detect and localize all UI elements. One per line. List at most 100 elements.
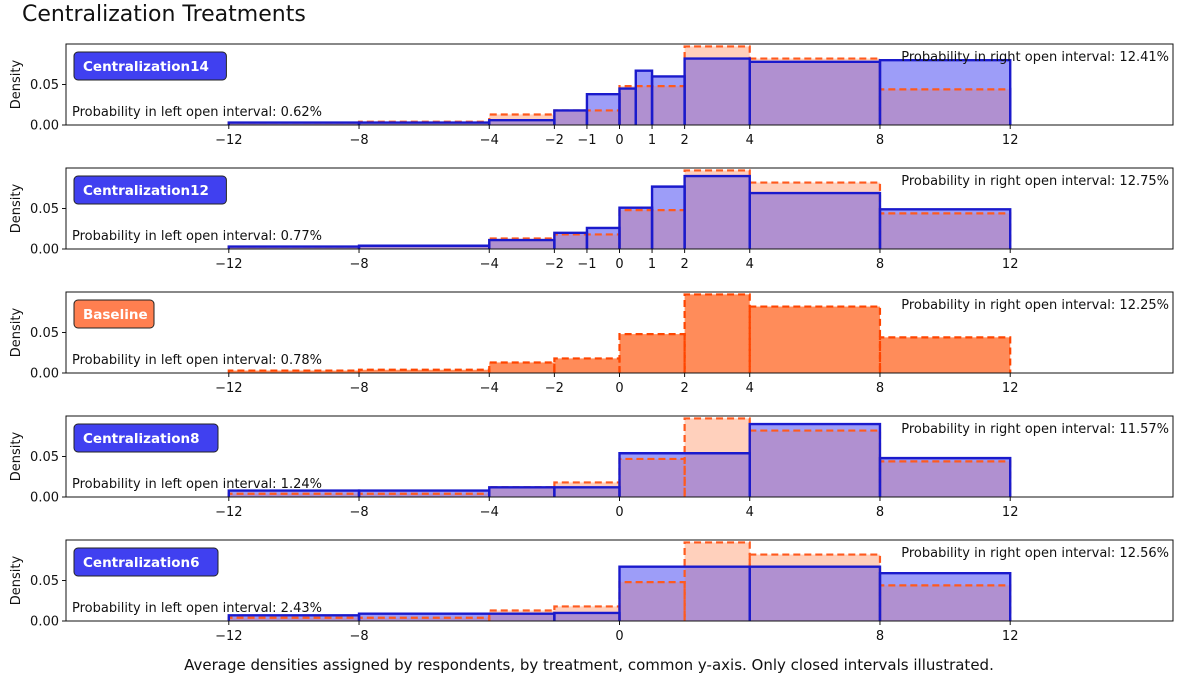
treatment-outline [878, 572, 1012, 621]
overlap-region [359, 122, 490, 125]
right-open-interval-label: Probability in right open interval: 12.2… [901, 298, 1169, 313]
treatment-badge-label: Baseline [83, 307, 148, 323]
overlap-region [879, 89, 1011, 125]
y-tick-label: 0.05 [30, 574, 59, 589]
treatment-outline [878, 456, 1012, 497]
y-tick-label: 0.00 [30, 119, 59, 134]
overlap-region [554, 234, 587, 249]
baseline-bar [359, 369, 490, 373]
overlap-region [359, 245, 490, 249]
x-tick-label: 2 [680, 257, 688, 272]
right-open-interval-label: Probability in right open interval: 12.5… [901, 546, 1169, 561]
overlap-region [228, 122, 360, 125]
overlap-region [619, 88, 636, 125]
overlap-region [359, 493, 490, 497]
overlap-region [749, 566, 880, 621]
x-tick-label: −8 [349, 629, 368, 644]
overlap-region [586, 110, 620, 125]
left-open-interval-label: Probability in left open interval: 0.77% [72, 229, 322, 244]
chart-title: Centralization Treatments [22, 2, 306, 27]
overlap-region [749, 430, 880, 497]
y-tick-label: 0.00 [30, 243, 59, 258]
overlap-region [554, 110, 587, 125]
overlap-region [635, 86, 653, 125]
overlap-region [489, 120, 555, 125]
x-tick-label: −12 [215, 133, 242, 148]
treatment-badge [73, 51, 227, 81]
baseline-outline [878, 336, 1012, 373]
treatment-badge-label: Centralization8 [83, 431, 199, 447]
x-tick-label: −1 [577, 257, 596, 272]
x-tick-label: 8 [876, 133, 884, 148]
treatment-badge-label: Centralization12 [83, 183, 209, 199]
overlap-region [652, 86, 685, 125]
baseline-outline [618, 581, 686, 621]
overlap-region [228, 617, 360, 621]
overlap-region [684, 453, 750, 497]
baseline-outline [553, 605, 621, 621]
x-tick-label: 12 [1002, 505, 1019, 520]
x-tick-label: −12 [215, 505, 242, 520]
panel-baseline: Density 0.00 0.05 −12 −8 −4 −2 0 2 4 8 12 Baseline Pr… [9, 291, 1174, 396]
x-tick-label: 12 [1002, 381, 1019, 396]
x-tick-label: 4 [746, 133, 754, 148]
x-tick-label: −2 [545, 257, 564, 272]
y-axis-label: Density [9, 307, 24, 357]
x-tick-label: 0 [615, 381, 623, 396]
treatment-badge [73, 423, 219, 453]
x-tick-label: 8 [876, 629, 884, 644]
x-tick-label: 12 [1002, 133, 1019, 148]
y-tick-label: 0.05 [30, 450, 59, 465]
treatment-badge-label: Centralization14 [83, 59, 209, 75]
overlap-region [554, 612, 620, 621]
overlap-region [489, 240, 555, 249]
baseline-bar [228, 370, 360, 373]
x-tick-label: −12 [215, 629, 242, 644]
y-tick-label: 0.05 [30, 78, 59, 93]
x-tick-label: −1 [577, 133, 596, 148]
x-tick-label: 2 [680, 133, 688, 148]
left-open-interval-label: Probability in left open interval: 0.62% [72, 105, 322, 120]
right-open-interval-label: Probability in right open interval: 12.7… [901, 174, 1169, 189]
y-tick-label: 0.05 [30, 326, 59, 341]
panel-centralization6: Density 0.00 0.05 −12 −8 0 8 12 Centralization6 P… [9, 539, 1174, 644]
y-tick-label: 0.00 [30, 367, 59, 382]
y-axis-label: Density [9, 59, 24, 109]
x-tick-label: 1 [648, 133, 656, 148]
x-tick-label: −12 [215, 381, 242, 396]
baseline-bar [489, 362, 555, 373]
overlap-region [879, 461, 1011, 497]
y-axis-label: Density [9, 431, 24, 481]
baseline-outline [618, 333, 686, 373]
baseline-bar [879, 337, 1011, 373]
x-tick-label: 8 [876, 505, 884, 520]
left-open-interval-label: Probability in left open interval: 1.24% [72, 477, 322, 492]
overlap-region [619, 210, 653, 249]
overlap-region [228, 493, 360, 497]
chart-caption: Average densities assigned by respondent… [184, 656, 994, 674]
overlap-region [684, 58, 750, 125]
baseline-bar [619, 334, 685, 373]
overlap-region [228, 246, 360, 249]
overlap-region [619, 582, 685, 621]
overlap-region [359, 617, 490, 621]
treatment-outline [878, 208, 1012, 249]
y-tick-label: 0.00 [30, 491, 59, 506]
x-tick-label: −4 [480, 257, 499, 272]
x-tick-label: 0 [615, 505, 623, 520]
baseline-bar [554, 358, 620, 373]
treatment-badge [73, 299, 155, 329]
x-tick-label: −8 [349, 133, 368, 148]
baseline-outline [748, 305, 882, 373]
overlap-region [489, 487, 555, 497]
x-tick-label: 8 [876, 257, 884, 272]
treatment-badge-label: Centralization6 [83, 555, 199, 571]
x-tick-label: −4 [480, 133, 499, 148]
x-tick-label: −4 [480, 381, 499, 396]
left-open-interval-label: Probability in left open interval: 0.78% [72, 353, 322, 368]
overlap-region [684, 566, 750, 621]
x-tick-label: 0 [615, 629, 623, 644]
baseline-outline [553, 481, 621, 497]
x-tick-label: −8 [349, 505, 368, 520]
baseline-bar [749, 306, 880, 373]
